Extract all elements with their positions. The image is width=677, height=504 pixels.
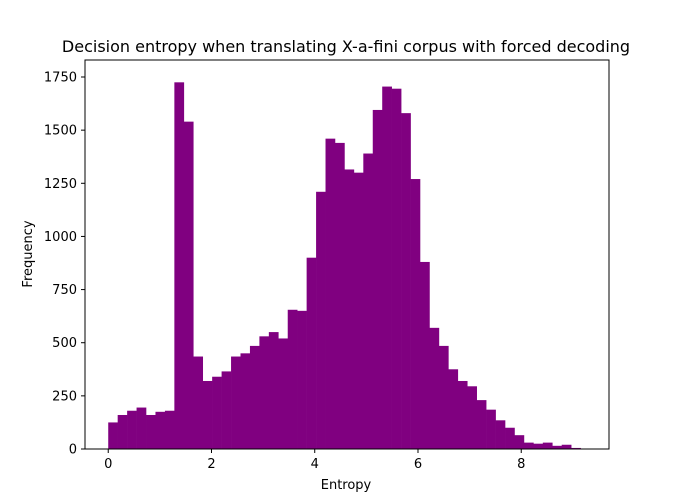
histogram-bar — [382, 86, 392, 449]
histogram-bar — [495, 420, 506, 449]
y-tick-label: 250 — [52, 389, 77, 404]
histogram-bar — [155, 411, 166, 449]
x-tick-label: 0 — [104, 457, 112, 472]
histogram-bar — [108, 422, 118, 449]
histogram-bar — [476, 400, 487, 449]
plot-frame — [84, 59, 610, 450]
x-tick-label: 2 — [207, 457, 215, 472]
histogram-bar — [514, 435, 525, 449]
histogram-bar — [212, 376, 222, 449]
histogram-bar — [249, 345, 260, 449]
histogram-bars — [108, 82, 581, 450]
histogram-bar — [438, 345, 449, 449]
histogram-bar — [344, 169, 355, 449]
histogram-bar — [287, 309, 298, 449]
histogram-bar — [467, 386, 477, 449]
histogram-bar — [316, 191, 326, 450]
histogram-bar — [353, 172, 364, 449]
y-tick-label: 1750 — [44, 71, 77, 86]
y-axis-ticks: 0 250 500 750 1000 1250 1500 1750 — [44, 71, 85, 458]
histogram-bar — [164, 410, 175, 449]
histogram-bar — [372, 109, 383, 449]
histogram-bar — [561, 444, 572, 449]
histogram-bar — [117, 414, 128, 449]
histogram-bar — [429, 327, 440, 449]
y-tick-label: 1000 — [44, 230, 77, 245]
x-tick-label: 4 — [311, 457, 319, 472]
y-tick-label: 750 — [52, 283, 77, 298]
histogram-bar — [457, 380, 468, 449]
histogram-bar — [334, 142, 345, 449]
histogram-bar — [420, 261, 430, 449]
histogram-bar — [183, 121, 194, 449]
histogram-bar — [136, 407, 147, 449]
x-axis-ticks: 0 2 4 6 8 — [104, 449, 525, 472]
histogram-bar — [268, 332, 279, 449]
histogram-bar — [448, 369, 459, 449]
y-tick-label: 1500 — [44, 124, 77, 139]
histogram-bar — [571, 447, 581, 449]
histogram-bar — [259, 336, 270, 449]
histogram-bar — [533, 443, 544, 449]
histogram-bar — [221, 371, 232, 449]
histogram-bar — [278, 338, 289, 449]
histogram-bar — [127, 410, 137, 449]
histogram-bar — [552, 445, 563, 449]
x-axis-label: Entropy — [321, 478, 372, 493]
histogram-bar — [306, 257, 317, 449]
histogram-bar — [486, 409, 496, 449]
x-tick-label: 6 — [414, 457, 422, 472]
x-tick-label: 8 — [517, 457, 525, 472]
histogram-bar — [410, 179, 421, 450]
histogram-bar — [505, 427, 515, 449]
histogram-bar — [231, 356, 241, 449]
histogram-bar — [401, 113, 411, 449]
histogram-bar — [240, 353, 251, 449]
histogram-bar — [523, 442, 534, 449]
histogram-bar — [363, 153, 374, 449]
chart-title: Decision entropy when translating X-a-fi… — [62, 37, 630, 56]
histogram-bar — [297, 310, 307, 449]
histogram-bar — [391, 88, 402, 449]
y-tick-label: 0 — [69, 443, 77, 458]
histogram-bar — [542, 442, 553, 449]
histogram-bar — [325, 138, 336, 449]
histogram-bar — [174, 82, 185, 449]
histogram-bar — [146, 414, 156, 449]
y-tick-label: 1250 — [44, 177, 77, 192]
y-axis-label: Frequency — [21, 220, 36, 287]
histogram-bar — [193, 356, 204, 449]
y-tick-label: 500 — [52, 336, 77, 351]
histogram-bar — [202, 380, 213, 449]
